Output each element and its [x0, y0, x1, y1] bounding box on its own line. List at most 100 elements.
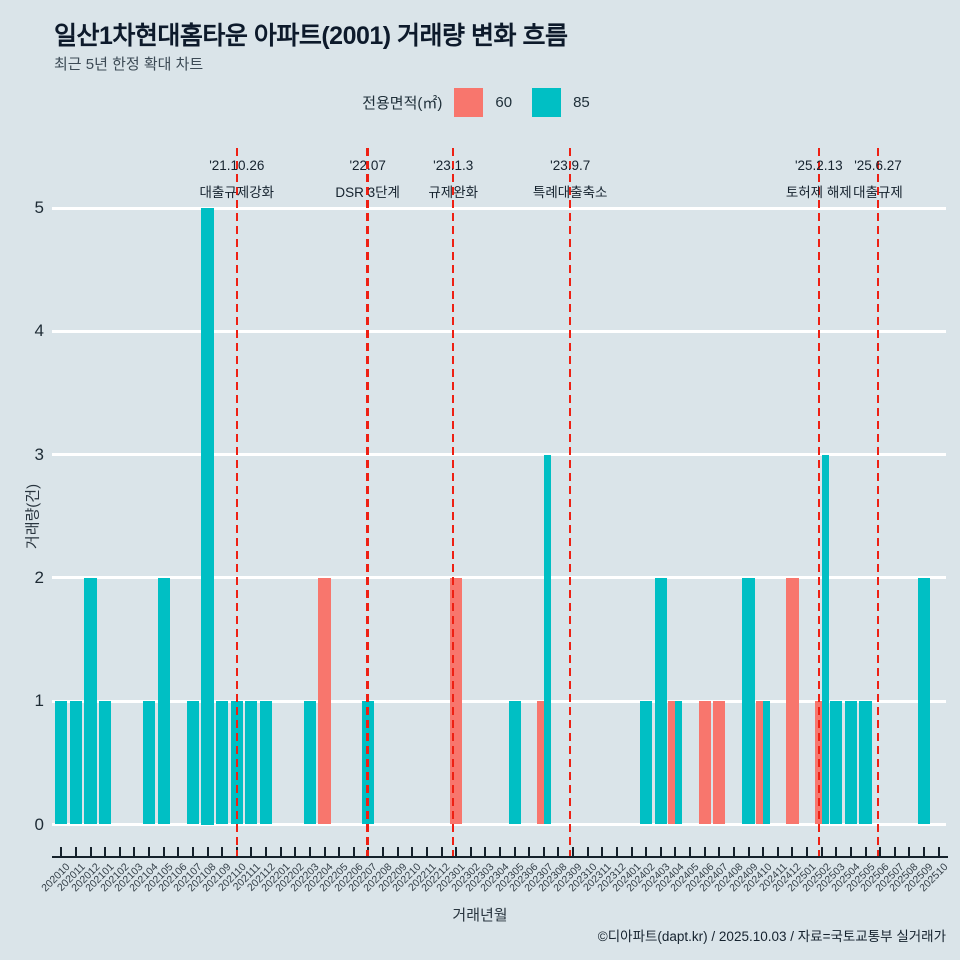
- x-tick: [191, 847, 194, 856]
- x-tick: [308, 847, 311, 856]
- x-tick: [937, 847, 940, 856]
- x-tick: [279, 847, 282, 856]
- bar-85-202108: [201, 208, 214, 825]
- bar-60-202307: [536, 701, 544, 825]
- bar-85-202307: [543, 454, 551, 825]
- bar-85-202101: [99, 701, 112, 825]
- x-tick: [469, 847, 472, 856]
- x-tick: [411, 847, 414, 856]
- gridline-y2: [52, 576, 946, 580]
- x-tick: [221, 847, 224, 856]
- bar-85-202011: [69, 701, 83, 825]
- bar-85-202403: [654, 577, 667, 825]
- bar-85-202505: [859, 701, 872, 825]
- x-tick: [250, 847, 253, 856]
- gridline-y3: [52, 453, 946, 457]
- x-tick: [177, 847, 180, 856]
- bar-85-202402: [640, 701, 653, 825]
- x-tick: [674, 847, 677, 856]
- x-tick: [323, 847, 326, 856]
- x-tick: [528, 847, 531, 856]
- event-date-2: '22.07: [349, 158, 386, 173]
- x-tick: [835, 847, 838, 856]
- x-tick: [718, 847, 721, 856]
- x-tick: [60, 847, 63, 856]
- event-label-5: 토허제 해제: [785, 185, 852, 200]
- y-tick-label: 0: [34, 814, 44, 834]
- x-tick: [133, 847, 136, 856]
- bar-60-202404: [668, 701, 676, 825]
- bar-85-202409: [742, 577, 755, 825]
- event-label-3: 규제완화: [428, 185, 479, 200]
- x-tick: [689, 847, 692, 856]
- x-tick: [601, 847, 604, 856]
- x-tick: [338, 847, 341, 856]
- x-tick: [484, 847, 487, 856]
- event-date-5: '25.2.13: [794, 158, 843, 173]
- event-line-6: [876, 148, 880, 862]
- y-tick-label: 5: [34, 198, 44, 217]
- gridline-y5: [52, 206, 946, 210]
- x-tick: [542, 847, 545, 856]
- page-subtitle: 최근 5년 한정 확대 차트: [54, 56, 204, 73]
- legend-label-60: 60: [495, 94, 513, 111]
- x-tick: [732, 847, 735, 856]
- event-line-5: [817, 148, 820, 862]
- y-axis-title: 거래량(건): [24, 483, 42, 550]
- x-tick: [294, 847, 297, 856]
- bar-85-202112: [259, 701, 273, 825]
- x-tick: [908, 847, 911, 856]
- event-date-6: '25.6.27: [854, 158, 902, 173]
- x-tick: [791, 847, 794, 856]
- bar-60-202410: [756, 701, 764, 825]
- x-tick: [776, 847, 779, 856]
- x-tick: [513, 847, 516, 856]
- bar-85-202509: [917, 577, 931, 825]
- y-tick-label: 3: [34, 444, 44, 464]
- x-tick: [762, 847, 765, 856]
- event-line-2: [366, 148, 369, 862]
- y-tick-label: 1: [34, 691, 44, 711]
- x-tick: [630, 847, 633, 856]
- bar-85-202504: [844, 701, 858, 825]
- event-date-1: '21.10.26: [209, 158, 265, 173]
- bar-85-202111: [245, 701, 258, 825]
- legend-swatch-85: [532, 88, 562, 117]
- x-tick: [148, 847, 151, 856]
- legend-swatch-60: [454, 88, 484, 117]
- event-date-3: '23.1.3: [433, 158, 474, 173]
- event-label-1: 대출규제강화: [199, 185, 275, 200]
- event-line-1: [235, 148, 238, 862]
- x-tick: [455, 847, 458, 856]
- gridline-y0: [52, 823, 946, 826]
- x-tick: [659, 847, 662, 856]
- gridline-y4: [52, 329, 946, 333]
- bar-60-202412: [786, 577, 799, 825]
- x-tick: [118, 847, 121, 856]
- x-tick: [74, 847, 77, 856]
- legend: 전용면적(㎡) 60 85: [0, 88, 960, 117]
- bar-60-202204: [318, 577, 331, 825]
- bar-85-202107: [186, 701, 199, 825]
- gridline-y1: [52, 699, 946, 703]
- x-tick: [557, 847, 560, 856]
- x-tick: [586, 847, 589, 856]
- x-tick: [806, 847, 809, 856]
- x-tick: [923, 847, 926, 856]
- bar-85-202104: [142, 701, 156, 825]
- source-credit: ©디아파트(dapt.kr) / 2025.10.03 / 자료=국토교통부 실…: [597, 929, 946, 944]
- bar-85-202410: [763, 701, 771, 825]
- x-tick: [89, 847, 92, 856]
- event-line-4: [568, 148, 572, 862]
- bar-85-202012: [84, 577, 97, 825]
- bar-85-202502: [821, 454, 829, 825]
- x-tick: [864, 847, 867, 856]
- legend-title: 전용면적(㎡): [362, 95, 443, 112]
- bar-85-202503: [830, 701, 843, 825]
- bar-85-202010: [55, 701, 68, 825]
- event-label-2: DSR 3단계: [335, 185, 400, 200]
- x-tick: [104, 847, 107, 856]
- x-tick: [352, 847, 355, 856]
- x-tick: [382, 847, 385, 856]
- x-tick: [499, 847, 501, 856]
